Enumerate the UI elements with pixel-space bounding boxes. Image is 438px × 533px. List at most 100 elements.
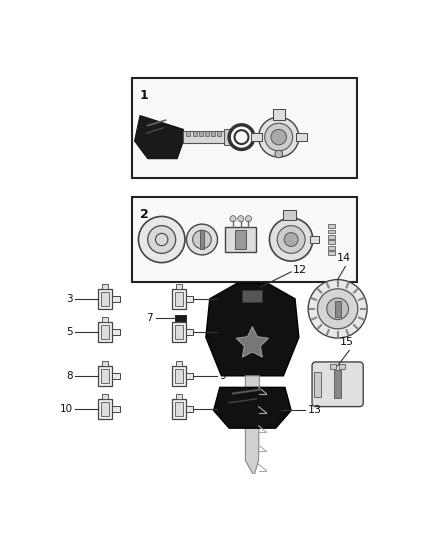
Bar	[102, 317, 108, 322]
Text: 9: 9	[219, 371, 226, 381]
Polygon shape	[214, 387, 291, 428]
Bar	[330, 364, 336, 369]
Bar	[98, 366, 112, 386]
Bar	[328, 224, 336, 228]
Bar	[328, 246, 336, 249]
Circle shape	[277, 225, 305, 253]
Bar	[272, 109, 285, 120]
Circle shape	[327, 298, 349, 320]
Bar	[200, 230, 204, 249]
Bar	[328, 240, 336, 244]
Bar	[112, 296, 120, 302]
Circle shape	[308, 280, 367, 338]
Bar	[186, 329, 194, 335]
Bar	[334, 370, 342, 398]
Text: 10: 10	[60, 404, 73, 414]
Circle shape	[187, 224, 218, 255]
Text: 7: 7	[147, 313, 153, 323]
Bar	[186, 373, 194, 379]
Bar	[205, 131, 209, 135]
Bar	[176, 284, 182, 289]
Bar	[193, 131, 197, 135]
Circle shape	[265, 123, 293, 151]
Bar	[176, 361, 182, 366]
Bar	[218, 131, 221, 135]
Bar	[242, 289, 262, 302]
Bar	[187, 131, 191, 135]
Polygon shape	[134, 116, 184, 159]
Polygon shape	[206, 284, 299, 376]
Circle shape	[275, 150, 283, 158]
Circle shape	[258, 117, 299, 157]
Text: 11: 11	[219, 404, 232, 414]
Bar	[224, 130, 230, 145]
Bar	[339, 364, 346, 369]
Circle shape	[284, 232, 298, 246]
Text: 14: 14	[337, 253, 351, 263]
Bar	[251, 133, 261, 141]
Bar	[101, 402, 109, 416]
Bar	[98, 322, 112, 342]
Bar	[101, 325, 109, 339]
Bar	[98, 289, 112, 309]
Text: 12: 12	[293, 264, 307, 274]
Bar	[310, 236, 319, 244]
Text: 6: 6	[219, 327, 226, 337]
Circle shape	[193, 230, 211, 249]
Bar	[296, 133, 307, 141]
Bar	[112, 373, 120, 379]
Bar	[175, 292, 183, 306]
Bar	[175, 325, 183, 339]
Bar	[235, 230, 246, 249]
Bar	[176, 317, 182, 322]
Bar	[184, 131, 226, 143]
Bar	[102, 284, 108, 289]
Circle shape	[318, 289, 358, 329]
Bar	[175, 315, 186, 321]
Circle shape	[271, 130, 286, 145]
Bar	[335, 301, 341, 317]
Circle shape	[148, 225, 176, 253]
Bar	[328, 235, 336, 239]
FancyBboxPatch shape	[312, 362, 363, 407]
Bar	[267, 135, 271, 140]
Bar	[175, 402, 183, 416]
Bar	[176, 394, 182, 399]
Circle shape	[269, 218, 313, 261]
Bar	[112, 406, 120, 412]
Bar	[175, 369, 183, 383]
Text: 1: 1	[140, 88, 149, 102]
Text: 5: 5	[66, 327, 73, 337]
Bar	[328, 251, 336, 255]
Polygon shape	[245, 376, 259, 476]
Bar	[172, 322, 186, 342]
Text: 2: 2	[140, 208, 149, 221]
Bar	[98, 399, 112, 419]
Circle shape	[238, 216, 244, 222]
Bar	[186, 296, 194, 302]
Text: 3: 3	[66, 294, 73, 304]
Bar	[132, 78, 357, 178]
Bar	[101, 369, 109, 383]
Circle shape	[245, 216, 251, 222]
Text: 15: 15	[340, 336, 354, 346]
Bar	[186, 406, 194, 412]
Bar	[172, 289, 186, 309]
Bar	[172, 366, 186, 386]
Bar	[257, 133, 266, 141]
Bar	[211, 131, 215, 135]
Bar	[102, 361, 108, 366]
Bar	[225, 227, 256, 252]
Circle shape	[230, 216, 236, 222]
Bar	[283, 210, 296, 220]
Bar	[112, 329, 120, 335]
Polygon shape	[236, 327, 268, 357]
Bar	[102, 394, 108, 399]
Text: 8: 8	[66, 371, 73, 381]
Bar	[172, 399, 186, 419]
Circle shape	[138, 216, 185, 263]
Bar	[199, 131, 203, 135]
Text: 13: 13	[307, 406, 321, 415]
Text: 4: 4	[219, 294, 226, 304]
Bar	[328, 230, 336, 233]
